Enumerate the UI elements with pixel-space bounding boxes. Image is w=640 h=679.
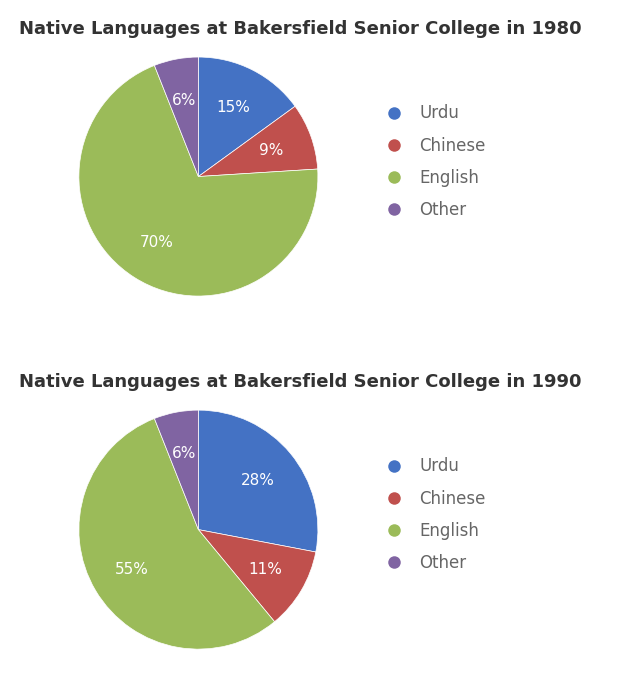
- Wedge shape: [198, 57, 295, 177]
- Text: 11%: 11%: [248, 562, 282, 576]
- Legend: Urdu, Chinese, English, Other: Urdu, Chinese, English, Other: [371, 98, 492, 225]
- Wedge shape: [79, 65, 318, 296]
- Wedge shape: [79, 418, 275, 649]
- Text: 9%: 9%: [259, 143, 284, 158]
- Wedge shape: [198, 410, 318, 552]
- Text: Native Languages at Bakersfield Senior College in 1990: Native Languages at Bakersfield Senior C…: [19, 373, 582, 392]
- Wedge shape: [154, 410, 198, 530]
- Wedge shape: [154, 57, 198, 177]
- Text: 55%: 55%: [115, 562, 148, 576]
- Text: 15%: 15%: [217, 100, 251, 115]
- Text: 70%: 70%: [140, 235, 173, 250]
- Wedge shape: [198, 530, 316, 622]
- Text: 6%: 6%: [172, 93, 196, 108]
- Text: Native Languages at Bakersfield Senior College in 1980: Native Languages at Bakersfield Senior C…: [19, 20, 582, 39]
- Legend: Urdu, Chinese, English, Other: Urdu, Chinese, English, Other: [371, 451, 492, 579]
- Text: 6%: 6%: [172, 446, 196, 461]
- Text: 28%: 28%: [241, 473, 275, 488]
- Wedge shape: [198, 107, 317, 177]
